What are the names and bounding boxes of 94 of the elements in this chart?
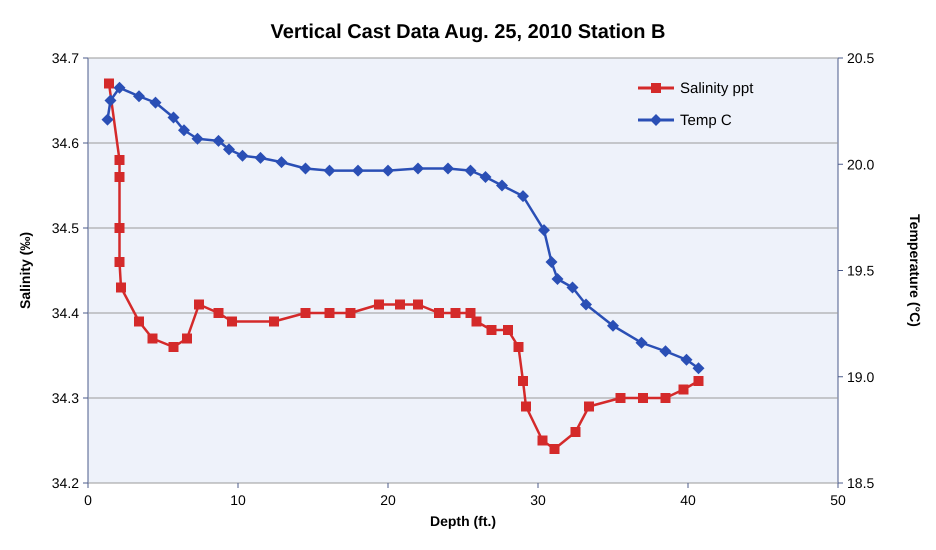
legend-label: Salinity ppt (680, 80, 754, 97)
x-axis-title: Depth (ft.) (430, 513, 496, 529)
point (442, 162, 454, 174)
y-tick-label: 34.2 (52, 475, 80, 491)
point (466, 308, 476, 318)
point (584, 402, 594, 412)
point (212, 134, 224, 147)
point (580, 298, 592, 310)
point (450, 308, 460, 318)
point (496, 180, 508, 192)
y-tick-label: 34.3 (52, 390, 80, 406)
point (486, 325, 496, 335)
point (395, 300, 405, 310)
point (133, 90, 145, 102)
y-axis-title: Salinity (‰) (17, 232, 33, 310)
x-tick-label: 20 (380, 492, 396, 508)
y-tick-label: 34.7 (52, 50, 80, 66)
point (134, 316, 144, 326)
point (168, 112, 180, 124)
point (550, 444, 560, 454)
point (300, 162, 312, 174)
y2-tick-label: 20.5 (847, 50, 874, 66)
point (607, 320, 619, 332)
point (223, 143, 235, 156)
point (638, 393, 648, 403)
chart-title: Vertical Cast Data Aug. 25, 2010 Station B (270, 21, 666, 43)
point (192, 132, 204, 145)
point (503, 325, 513, 335)
point (346, 308, 356, 318)
point (538, 436, 548, 446)
point (566, 282, 578, 294)
point (660, 393, 670, 403)
y2-tick-label: 20.0 (847, 156, 874, 172)
point (472, 316, 482, 326)
point (168, 342, 178, 352)
point (114, 223, 124, 233)
point (324, 308, 334, 318)
point (214, 308, 224, 318)
point (194, 300, 204, 310)
x-tick-label: 30 (530, 492, 546, 508)
point (227, 316, 237, 326)
point (434, 308, 444, 318)
point (114, 257, 124, 267)
point (104, 78, 114, 88)
point (276, 156, 288, 168)
point (352, 164, 364, 177)
point (254, 152, 266, 164)
point (182, 334, 192, 344)
point (521, 402, 531, 412)
point (636, 336, 648, 349)
point (538, 224, 550, 236)
y-tick-label: 34.4 (52, 305, 80, 321)
point (269, 316, 279, 326)
y2-tick-label: 18.5 (847, 475, 874, 491)
point (616, 393, 626, 403)
y2-tick-label: 19.5 (847, 262, 874, 278)
point (464, 164, 476, 177)
point (114, 172, 124, 182)
point (678, 384, 688, 394)
y-tick-label: 34.6 (52, 135, 80, 151)
x-tick-label: 10 (230, 492, 246, 508)
point (114, 82, 126, 94)
point (374, 300, 384, 310)
point (480, 171, 492, 183)
point (546, 256, 558, 268)
point (114, 155, 124, 165)
point (514, 342, 524, 352)
point (412, 162, 424, 174)
point (517, 190, 529, 202)
x-tick-label: 50 (830, 492, 846, 508)
y2-axis-title: Temperature (°C) (907, 214, 923, 327)
point (552, 273, 564, 285)
point (148, 334, 158, 344)
point (178, 124, 190, 136)
x-tick-label: 40 (680, 492, 696, 508)
point (413, 300, 423, 310)
y-tick-label: 34.5 (52, 220, 80, 236)
point (382, 164, 394, 177)
point (692, 362, 704, 374)
point (570, 427, 580, 437)
point (116, 282, 126, 292)
legend-label: Temp C (680, 112, 732, 129)
point (694, 376, 704, 386)
point (104, 94, 116, 106)
point (680, 354, 692, 366)
point (150, 96, 162, 109)
point (660, 345, 672, 358)
point (518, 376, 528, 386)
point (236, 150, 248, 162)
y2-tick-label: 19.0 (847, 368, 874, 385)
point (324, 164, 336, 177)
point (102, 114, 114, 126)
x-tick-label: 0 (84, 492, 92, 508)
point (300, 308, 310, 318)
